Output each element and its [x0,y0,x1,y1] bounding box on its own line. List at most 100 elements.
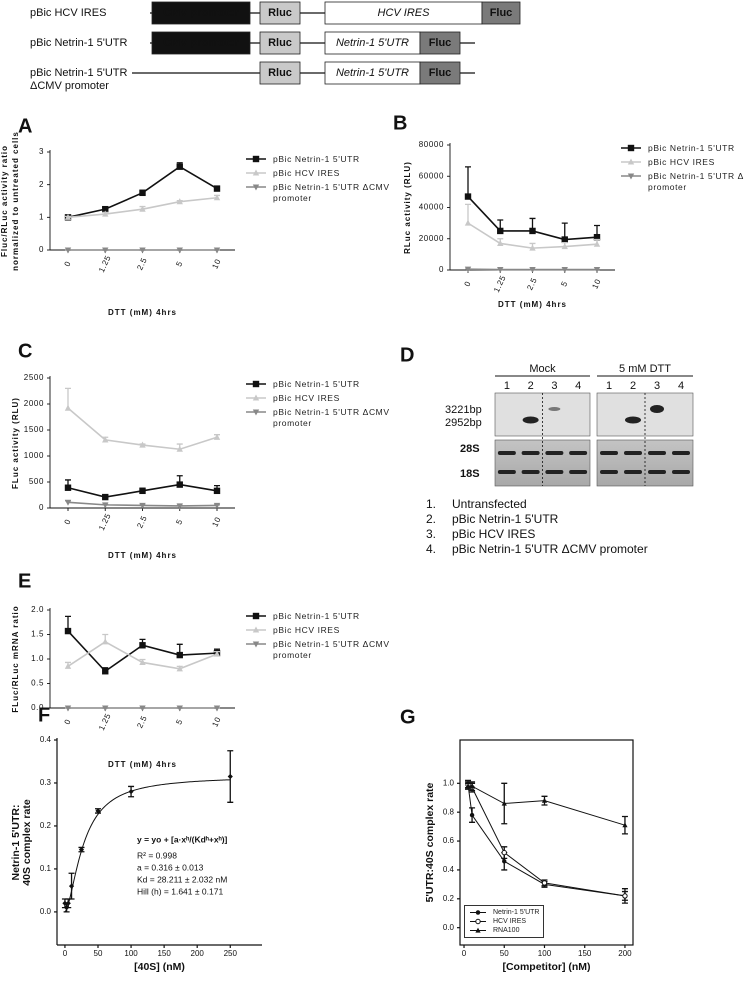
legend-label: pBic HCV IRES [273,168,340,178]
y-tick-label: 1.0 [443,778,455,787]
gel-legend-text: pBic Netrin-1 5'UTR [452,512,559,526]
x-axis-title: DTT (mM) 4hrs [108,551,177,560]
rrna-band [521,451,540,455]
construct-element [259,31,301,55]
legend-entry: pBic HCV IRES [245,625,391,636]
marker [213,247,221,254]
construct-element [259,61,301,85]
construct-name: ΔCMV promoter [30,80,109,92]
legend-label: pBic Netrin-1 5'UTR ΔCMV promoter [273,182,390,203]
marker [102,493,109,501]
point [227,773,233,780]
marker [64,213,72,220]
legend-label: pBic HCV IRES [273,393,340,403]
x-axis-title: [Competitor] (nM) [502,961,590,973]
marker [102,638,109,645]
marker [176,247,183,254]
legend-swatch [246,409,266,416]
x-tick-label: 0 [63,949,68,958]
point [78,846,85,853]
marker [252,641,260,648]
y-tick-label: 0.0 [31,703,44,712]
lane-number: 1 [504,380,510,392]
x-tick-label: 5 [174,260,184,268]
x-axis-title: DTT (mM) 4hrs [108,308,177,317]
legend-swatch [246,184,266,191]
legend-swatch [621,158,641,165]
x-tick-label: 10 [590,277,602,290]
y-axis-title: RLuc activity (RLU) [403,161,412,254]
chart-panel: F0.00.10.20.30.40 50 100 150 200 250Netrin-1 … [10,704,262,973]
legend-label: pBic Netrin-1 5'UTR [273,154,360,164]
y-tick-label: 1000 [24,451,44,460]
x-tick-label: 2.5 [135,514,149,530]
chart-panel: C 0 500 1000 1500 2000 2500 0 1.25 2.5 5 10 FLuc act… [11,340,235,560]
rrna-band [569,451,588,455]
mrna-band [650,405,664,413]
y-tick-label: 0.6 [443,836,455,845]
y-tick-label: 1.5 [31,630,44,639]
y-axis-title: FLuc activity (RLU) [11,397,20,489]
plot-frame [459,739,634,946]
x-tick-label: 100 [124,949,138,958]
band-size: 2952bp [445,417,482,429]
legend-swatch [621,173,641,180]
legend-entry: pBic Netrin-1 5'UTR [245,154,391,165]
mrna-band [548,407,561,411]
marker [529,266,536,274]
rrna-band [497,470,516,474]
construct-element [481,1,521,25]
legend-swatch [621,144,641,152]
marker [139,642,146,649]
marker [497,266,504,274]
marker [464,193,472,200]
x-tick-label: 150 [578,949,592,958]
rrna-band [672,470,690,474]
marker [176,503,183,510]
gel-legend-number: 2. [426,512,436,526]
marker [252,169,260,176]
point [65,900,71,906]
marker [627,158,635,165]
marker [593,240,601,247]
legend-entry: pBic HCV IRES [245,168,391,179]
rrna-band [624,451,642,455]
y-tick-label: 1.0 [31,654,44,663]
legend-entry: Netrin-1 5'UTR [469,908,539,917]
point [68,883,75,889]
y-tick-label: 0.1 [40,864,52,873]
marker [64,705,72,712]
y-axis-title: FLuc/RLuc mRNA ratio [11,605,20,712]
x-tick-label: 250 [224,949,238,958]
marker [252,184,260,191]
construct-element [151,31,251,55]
marker [102,210,109,217]
construct-element-label: Fluc [429,67,452,79]
y-tick-label: 0.5 [31,679,44,688]
marker [176,665,183,672]
y-tick-label: 500 [29,477,44,486]
rrna-band [497,451,516,455]
marker [252,612,260,620]
construct-element-label: Rluc [268,67,292,79]
marker [465,783,471,789]
marker [529,244,536,251]
y-axis-title: Netrin-1 5'UTR: [10,804,22,880]
gel-group-label: Mock [529,363,556,375]
marker [102,705,109,712]
rrna-label: 28S [460,443,480,455]
marker [561,236,568,243]
legend-entry: pBic Netrin-1 5'UTR [245,379,391,390]
legend-entry: pBic Netrin-1 5'UTR ΔCMV promoter [620,171,744,193]
chart-panel: A 0 1 2 3 0 1.25 2.5 5 10 Fluc/RLuc activity ratio… [0,115,235,317]
x-tick-label: 1.25 [97,512,113,532]
point [128,788,134,795]
rrna-label: 18S [460,468,480,480]
y-tick-label: 0 [39,503,44,512]
legend-label: pBic HCV IRES [273,625,340,635]
marker [502,859,507,864]
legend-swatch [246,612,266,620]
x-tick-label: 5 [174,518,184,526]
y-tick-label: 0.0 [443,923,455,932]
gel-legend-text: pBic Netrin-1 5'UTR ΔCMV promoter [452,542,648,556]
